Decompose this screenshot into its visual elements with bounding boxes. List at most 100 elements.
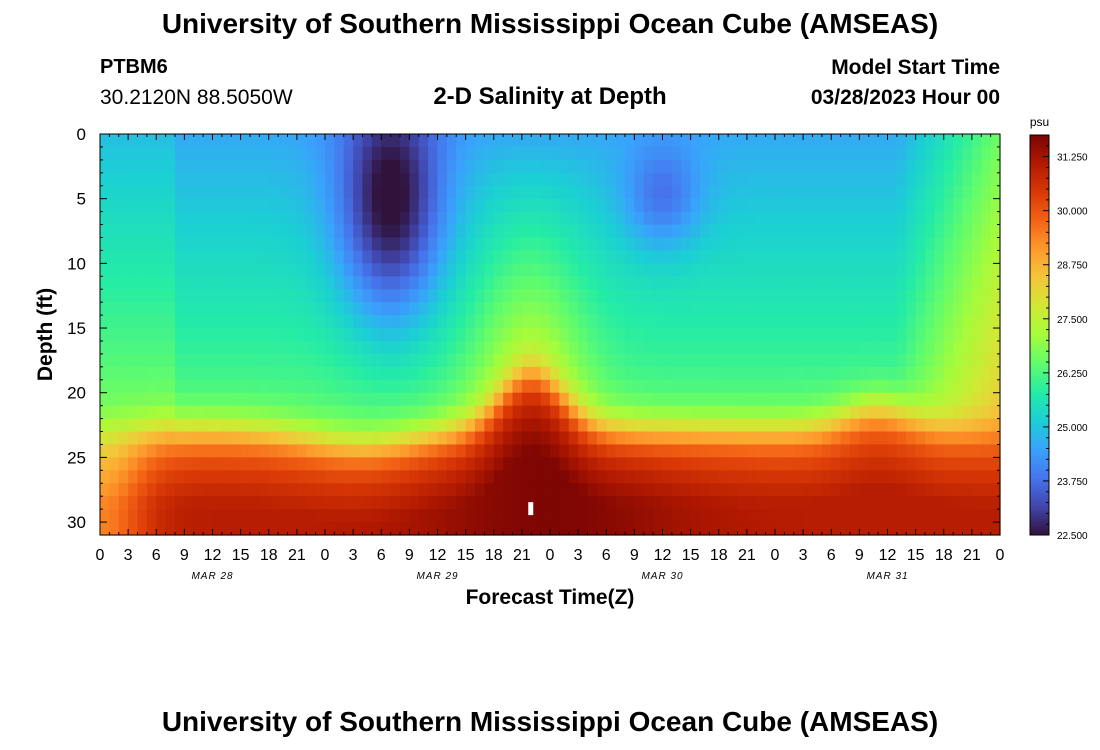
- heatmap-cell: [362, 185, 373, 200]
- heatmap-cell: [109, 379, 120, 394]
- heatmap-cell: [315, 198, 326, 213]
- heatmap-cell: [353, 418, 364, 433]
- heatmap-cell: [606, 315, 617, 329]
- heatmap-cell: [821, 328, 832, 342]
- heatmap-cell: [521, 496, 532, 510]
- heatmap-cell: [325, 496, 335, 510]
- heatmap-cell: [521, 302, 532, 316]
- heatmap-cell: [887, 315, 898, 329]
- heatmap-cell: [559, 418, 570, 433]
- heatmap-cell: [915, 392, 926, 407]
- heatmap-cell: [840, 146, 851, 161]
- heatmap-cell: [390, 289, 401, 303]
- heatmap-cell: [765, 289, 776, 303]
- heatmap-cell: [990, 159, 1001, 174]
- heatmap-cell: [343, 340, 354, 355]
- heatmap-cell: [587, 263, 598, 277]
- heatmap-cell: [259, 353, 270, 368]
- heatmap-cell: [831, 431, 842, 446]
- heatmap-cell: [371, 211, 382, 226]
- heatmap-cell: [868, 159, 879, 174]
- heatmap-cell: [868, 315, 879, 329]
- heatmap-cell: [231, 431, 242, 446]
- heatmap-cell: [915, 340, 926, 355]
- heatmap-cell: [709, 185, 720, 200]
- heatmap-cell: [268, 392, 279, 407]
- heatmap-cell: [428, 405, 439, 420]
- heatmap-cell: [962, 353, 973, 368]
- heatmap-cell: [484, 250, 495, 264]
- heatmap-cell: [812, 366, 823, 381]
- heatmap-cell: [540, 172, 551, 187]
- heatmap-cell: [540, 250, 551, 264]
- heatmap-cell: [240, 522, 251, 536]
- heatmap-cell: [400, 470, 410, 484]
- heatmap-cell: [559, 159, 570, 174]
- heatmap-cell: [278, 418, 289, 433]
- heatmap-cell: [315, 211, 326, 226]
- heatmap-cell: [259, 224, 270, 239]
- heatmap-cell: [268, 276, 279, 290]
- heatmap-cell: [278, 159, 289, 174]
- heatmap-cell: [371, 483, 382, 497]
- heatmap-cell: [690, 185, 701, 200]
- heatmap-cell: [540, 353, 551, 368]
- heatmap-cell: [278, 496, 289, 510]
- heatmap-cell: [409, 263, 420, 277]
- heatmap-cell: [850, 457, 860, 471]
- heatmap-cell: [775, 340, 785, 355]
- heatmap-cell: [221, 353, 232, 368]
- heatmap-cell: [653, 457, 664, 471]
- heatmap-cell: [418, 185, 429, 200]
- heatmap-cell: [268, 198, 279, 213]
- heatmap-cell: [550, 509, 560, 523]
- heatmap-cell: [512, 444, 523, 458]
- heatmap-cell: [550, 366, 560, 381]
- heatmap-cell: [465, 379, 476, 394]
- heatmap-cell: [990, 379, 1001, 394]
- heatmap-cell: [512, 134, 523, 148]
- heatmap-cell: [156, 353, 167, 368]
- heatmap-cell: [681, 509, 692, 523]
- heatmap-cell: [793, 522, 804, 536]
- heatmap-cell: [915, 366, 926, 381]
- heatmap-cell: [578, 496, 589, 510]
- heatmap-cell: [203, 444, 214, 458]
- heatmap-cell: [943, 379, 954, 394]
- heatmap-cell: [887, 276, 898, 290]
- heatmap-cell: [765, 276, 776, 290]
- heatmap-cell: [418, 134, 429, 148]
- heatmap-cell: [137, 237, 148, 252]
- heatmap-cell: [662, 276, 673, 290]
- heatmap-cell: [625, 224, 635, 239]
- heatmap-cell: [231, 146, 242, 161]
- heatmap-cell: [831, 172, 842, 187]
- heatmap-cell: [896, 250, 907, 264]
- heatmap-cell: [250, 263, 260, 277]
- heatmap-cell: [100, 289, 110, 303]
- heatmap-cell: [193, 276, 204, 290]
- heatmap-cell: [981, 172, 992, 187]
- heatmap-cell: [109, 392, 120, 407]
- heatmap-cell: [100, 496, 110, 510]
- heatmap-cell: [887, 405, 898, 420]
- heatmap-cell: [700, 289, 710, 303]
- heatmap-cell: [259, 340, 270, 355]
- heatmap-cell: [465, 159, 476, 174]
- heatmap-cell: [625, 134, 635, 148]
- x-tick-label: 15: [907, 547, 925, 564]
- heatmap-cell: [184, 250, 195, 264]
- heatmap-cell: [803, 250, 814, 264]
- heatmap-cell: [296, 198, 307, 213]
- heatmap-cell: [221, 159, 232, 174]
- heatmap-cell: [615, 431, 626, 446]
- heatmap-cell: [109, 134, 120, 148]
- heatmap-cell: [596, 159, 607, 174]
- heatmap-cell: [934, 379, 945, 394]
- heatmap-cell: [137, 522, 148, 536]
- heatmap-cell: [765, 418, 776, 433]
- heatmap-cell: [465, 224, 476, 239]
- heatmap-cell: [756, 418, 767, 433]
- heatmap-cell: [625, 198, 635, 213]
- heatmap-cell: [400, 379, 410, 394]
